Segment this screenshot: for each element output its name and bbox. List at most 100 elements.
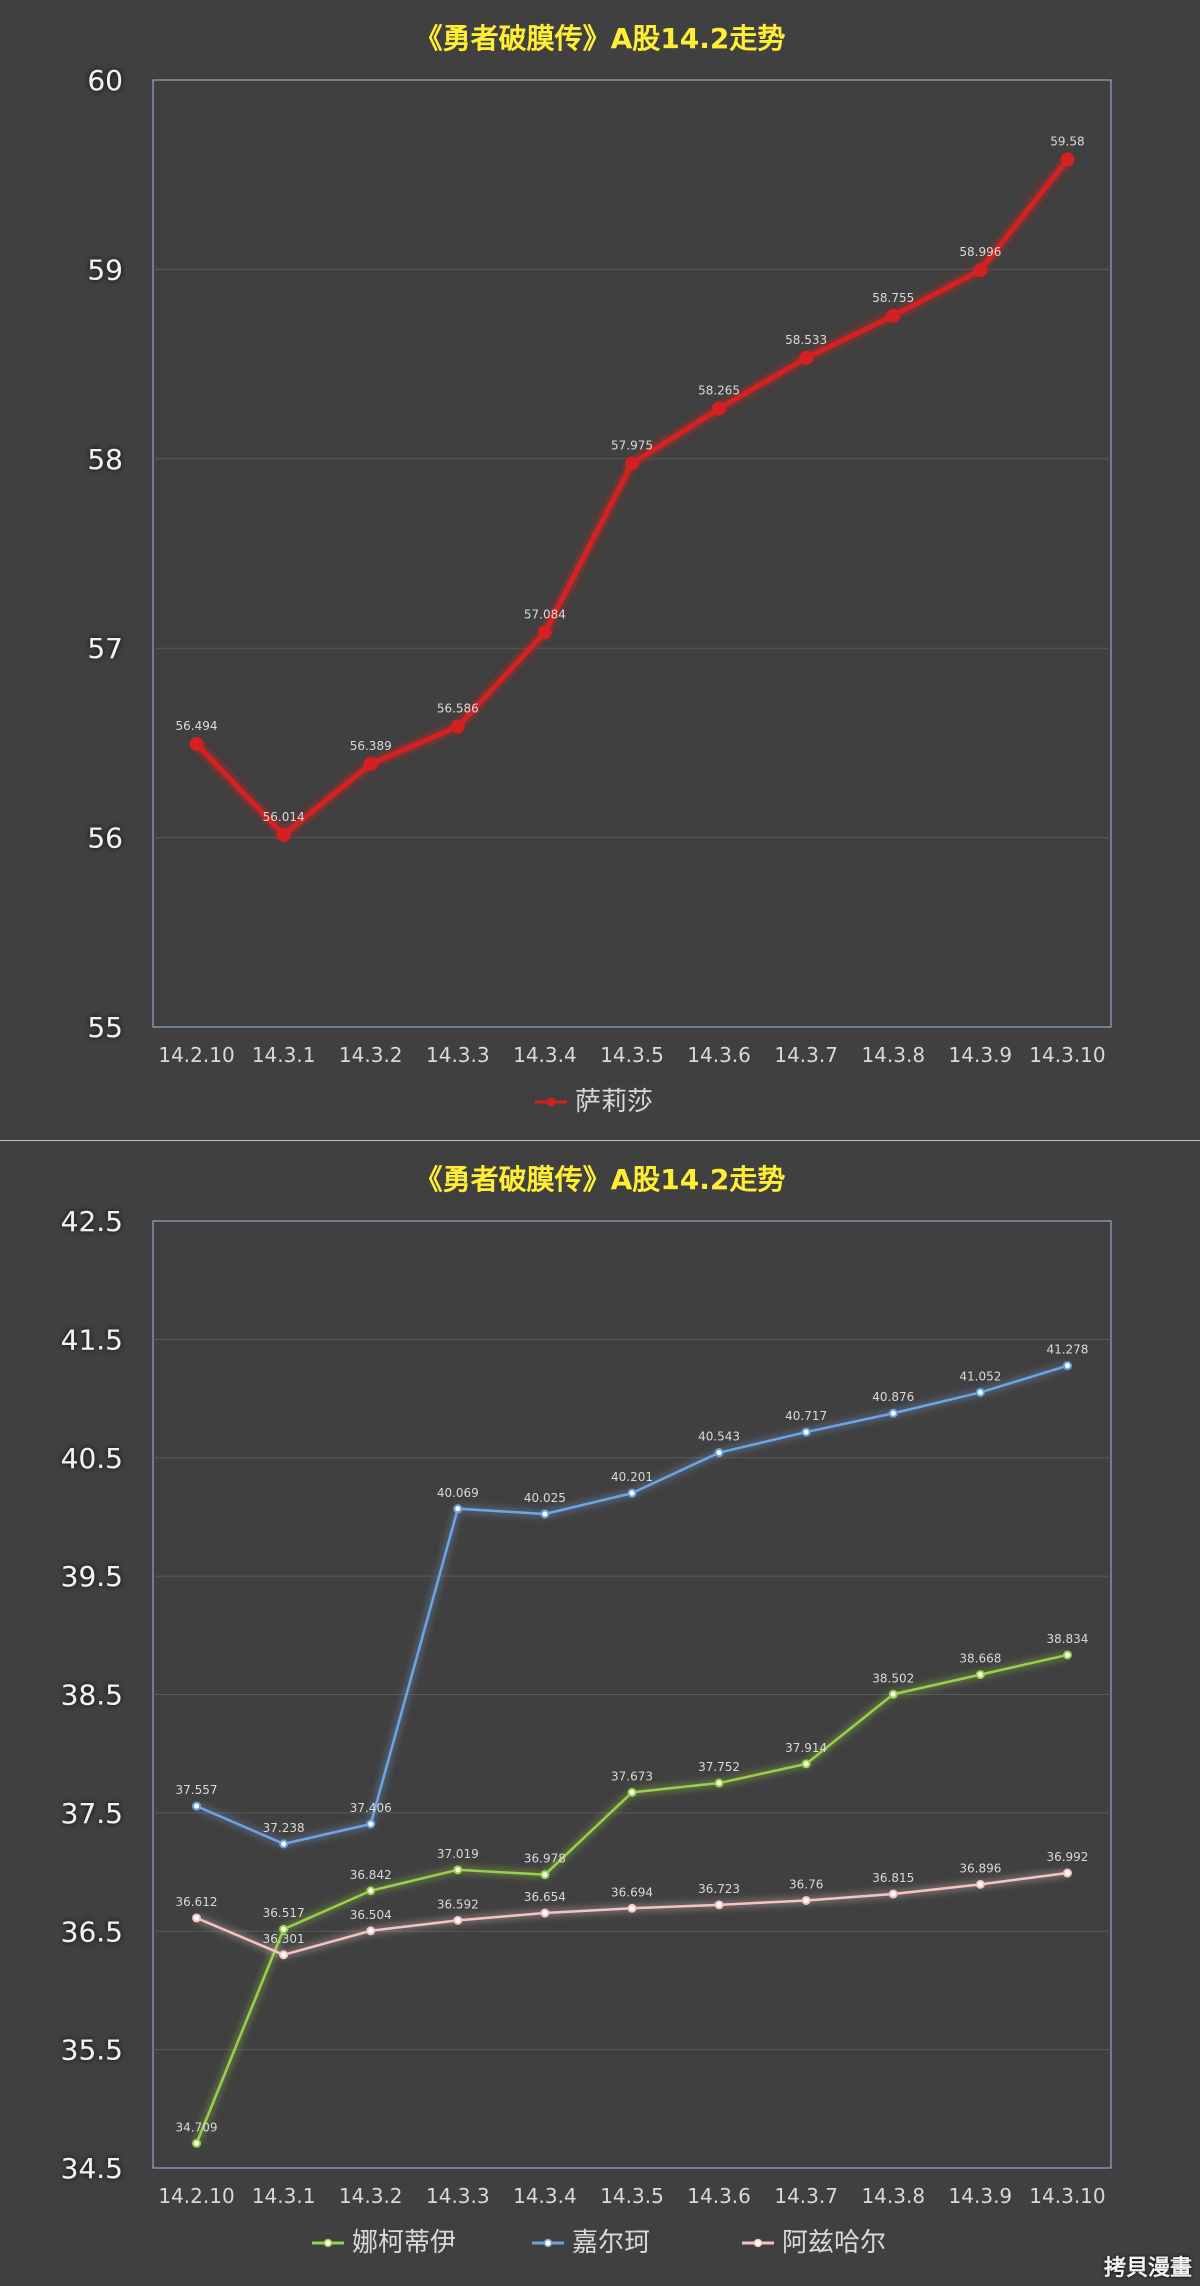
y-tick-label: 34.5 xyxy=(61,2152,123,2185)
data-label: 37.557 xyxy=(176,1783,218,1797)
data-label: 37.406 xyxy=(350,1801,392,1815)
x-tick-label: 14.3.9 xyxy=(949,1043,1013,1067)
y-tick-label: 55 xyxy=(87,1011,123,1044)
data-point xyxy=(366,1886,376,1896)
legend-swatch-marker xyxy=(546,1097,556,1107)
panel-separator xyxy=(0,1140,1200,1141)
data-label: 36.517 xyxy=(263,1906,305,1920)
data-label: 38.668 xyxy=(959,1652,1001,1666)
x-tick-label: 14.3.1 xyxy=(252,1043,316,1067)
data-point xyxy=(1062,1361,1072,1371)
data-point xyxy=(627,1488,637,1498)
data-point xyxy=(540,1509,550,1519)
data-label: 57.975 xyxy=(611,439,653,453)
x-tick-label: 14.3.7 xyxy=(774,1043,838,1067)
data-point xyxy=(625,456,639,471)
data-label: 36.612 xyxy=(176,1895,218,1909)
x-tick-label: 14.3.4 xyxy=(513,1043,577,1067)
data-point xyxy=(540,1870,550,1880)
data-label: 40.543 xyxy=(698,1430,740,1444)
data-point xyxy=(279,1950,289,1960)
y-tick-label: 39.5 xyxy=(61,1560,123,1593)
data-point xyxy=(453,1915,463,1925)
data-point xyxy=(714,1778,724,1788)
y-tick-label: 36.5 xyxy=(61,1915,123,1948)
x-tick-label: 14.3.10 xyxy=(1029,2184,1105,2208)
x-tick-label: 14.3.3 xyxy=(426,1043,490,1067)
data-point xyxy=(1062,1868,1072,1878)
data-point xyxy=(1060,152,1075,167)
x-tick-label: 14.3.1 xyxy=(252,2184,316,2208)
data-point xyxy=(279,1839,289,1849)
x-tick-label: 14.3.10 xyxy=(1029,1043,1105,1067)
data-point xyxy=(540,1908,550,1918)
plot-area xyxy=(152,79,1112,1028)
data-label: 37.019 xyxy=(437,1847,479,1861)
x-tick-label: 14.3.3 xyxy=(426,2184,490,2208)
data-label: 36.654 xyxy=(524,1890,566,1904)
data-point xyxy=(712,401,727,416)
data-label: 40.876 xyxy=(872,1390,914,1404)
data-label: 41.278 xyxy=(1046,1343,1088,1357)
data-point xyxy=(537,625,552,640)
y-tick-label: 41.5 xyxy=(61,1323,123,1356)
legend-swatch-marker xyxy=(323,2238,333,2248)
data-label: 56.494 xyxy=(176,719,218,733)
data-label: 36.504 xyxy=(350,1908,392,1922)
y-tick-label: 59 xyxy=(87,253,123,286)
data-point xyxy=(192,1913,202,1923)
data-label: 58.996 xyxy=(959,245,1001,259)
x-tick-label: 14.3.7 xyxy=(774,2184,838,2208)
data-point xyxy=(801,1427,811,1437)
data-label: 36.76 xyxy=(789,1877,823,1891)
data-point xyxy=(279,1924,289,1934)
data-point xyxy=(886,308,901,323)
data-label: 36.694 xyxy=(611,1885,653,1899)
data-label: 37.752 xyxy=(698,1760,740,1774)
y-tick-label: 38.5 xyxy=(61,1679,123,1712)
y-tick-label: 56 xyxy=(87,822,123,855)
data-point xyxy=(714,1448,724,1458)
x-tick-label: 14.3.5 xyxy=(600,2184,664,2208)
data-point xyxy=(366,1926,376,1936)
data-label: 38.502 xyxy=(872,1671,914,1685)
data-point xyxy=(276,827,291,842)
series-line xyxy=(194,158,1070,838)
data-point xyxy=(973,263,988,278)
legend-label: 娜柯蒂伊 xyxy=(352,2228,456,2258)
x-tick-label: 14.3.9 xyxy=(949,2184,1013,2208)
y-tick-label: 57 xyxy=(87,632,123,665)
data-label: 36.592 xyxy=(437,1897,479,1911)
data-label: 56.014 xyxy=(263,810,305,824)
data-point xyxy=(192,2138,202,2148)
x-tick-label: 14.3.5 xyxy=(600,1043,664,1067)
data-point xyxy=(627,1787,637,1797)
data-label: 58.755 xyxy=(872,291,914,305)
legend-swatch-marker xyxy=(753,2238,763,2248)
data-point xyxy=(453,1865,463,1875)
data-point xyxy=(627,1903,637,1913)
data-label: 56.389 xyxy=(350,739,392,753)
y-tick-label: 58 xyxy=(87,443,123,476)
y-tick-label: 40.5 xyxy=(61,1442,123,1475)
data-point xyxy=(888,1408,898,1418)
data-label: 36.842 xyxy=(350,1868,392,1882)
data-point xyxy=(366,1819,376,1829)
data-label: 40.025 xyxy=(524,1491,566,1505)
data-label: 58.533 xyxy=(785,333,827,347)
data-label: 58.265 xyxy=(698,384,740,398)
legend-swatch-marker xyxy=(543,2238,553,2248)
data-label: 37.238 xyxy=(263,1821,305,1835)
legend-label: 嘉尔珂 xyxy=(572,2228,650,2258)
data-label: 36.301 xyxy=(263,1932,305,1946)
data-point xyxy=(975,1879,985,1889)
data-label: 57.084 xyxy=(524,607,566,621)
watermark-text: 拷貝漫畫 xyxy=(1103,2255,1192,2281)
y-tick-label: 37.5 xyxy=(61,1797,123,1830)
data-label: 36.978 xyxy=(524,1852,566,1866)
data-point xyxy=(714,1900,724,1910)
x-tick-label: 14.3.8 xyxy=(861,1043,925,1067)
data-label: 36.992 xyxy=(1046,1850,1088,1864)
line-chart-2: 《勇者破膜传》A股14.2走势 34.5 35.5 36.5 37.5 38.5 39.5 4… xyxy=(61,1163,1112,2258)
data-label: 40.069 xyxy=(437,1486,479,1500)
